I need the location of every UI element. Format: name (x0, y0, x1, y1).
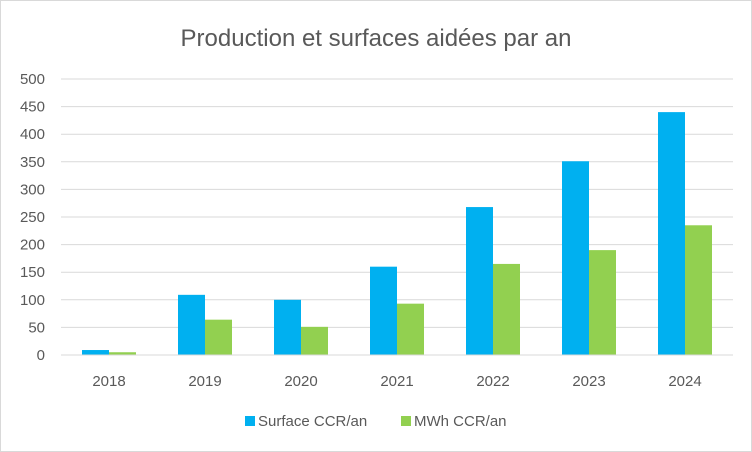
chart-title: Production et surfaces aidées par an (181, 25, 572, 52)
legend-swatch (245, 416, 255, 426)
bar-mwh-2019 (205, 319, 232, 355)
bar-surface-2021 (370, 266, 397, 355)
bar-mwh-2021 (397, 303, 424, 355)
y-tick-label: 200 (20, 237, 45, 254)
bar-mwh-2022 (493, 263, 520, 355)
bar-surface-2023 (562, 161, 589, 355)
bar-mwh-2020 (301, 326, 328, 355)
y-tick-label: 400 (20, 126, 45, 143)
x-tick-label: 2021 (380, 373, 413, 390)
y-axis-ticks: 0 50 100 150 200 250 300 350 400 450 500 (20, 71, 45, 364)
bar-mwh-2024 (685, 225, 712, 355)
y-tick-label: 150 (20, 264, 45, 281)
legend: Surface CCR/an MWh CCR/an (245, 413, 507, 430)
x-axis-ticks: 2018 2019 2020 2021 2022 2023 2024 (92, 373, 701, 390)
x-tick-label: 2020 (284, 373, 317, 390)
bar-mwh-2018 (109, 352, 136, 355)
legend-label: MWh CCR/an (414, 413, 507, 430)
y-tick-label: 250 (20, 209, 45, 226)
y-tick-label: 100 (20, 292, 45, 309)
y-tick-label: 500 (20, 71, 45, 88)
bar-surface-2020 (274, 299, 301, 355)
x-tick-label: 2018 (92, 373, 125, 390)
y-tick-label: 450 (20, 99, 45, 116)
legend-label: Surface CCR/an (258, 413, 367, 430)
x-tick-label: 2019 (188, 373, 221, 390)
bar-surface-2018 (82, 350, 109, 355)
bars (82, 112, 712, 356)
bar-surface-2022 (466, 207, 493, 355)
bar-surface-2019 (178, 294, 205, 355)
bar-surface-2024 (658, 112, 685, 356)
y-tick-label: 50 (28, 319, 45, 336)
bar-mwh-2023 (589, 250, 616, 355)
y-tick-label: 300 (20, 181, 45, 198)
legend-swatch (401, 416, 411, 426)
y-tick-label: 350 (20, 154, 45, 171)
x-tick-label: 2022 (476, 373, 509, 390)
x-tick-label: 2024 (668, 373, 701, 390)
y-tick-label: 0 (37, 347, 45, 364)
gridlines (61, 78, 733, 328)
x-tick-label: 2023 (572, 373, 605, 390)
